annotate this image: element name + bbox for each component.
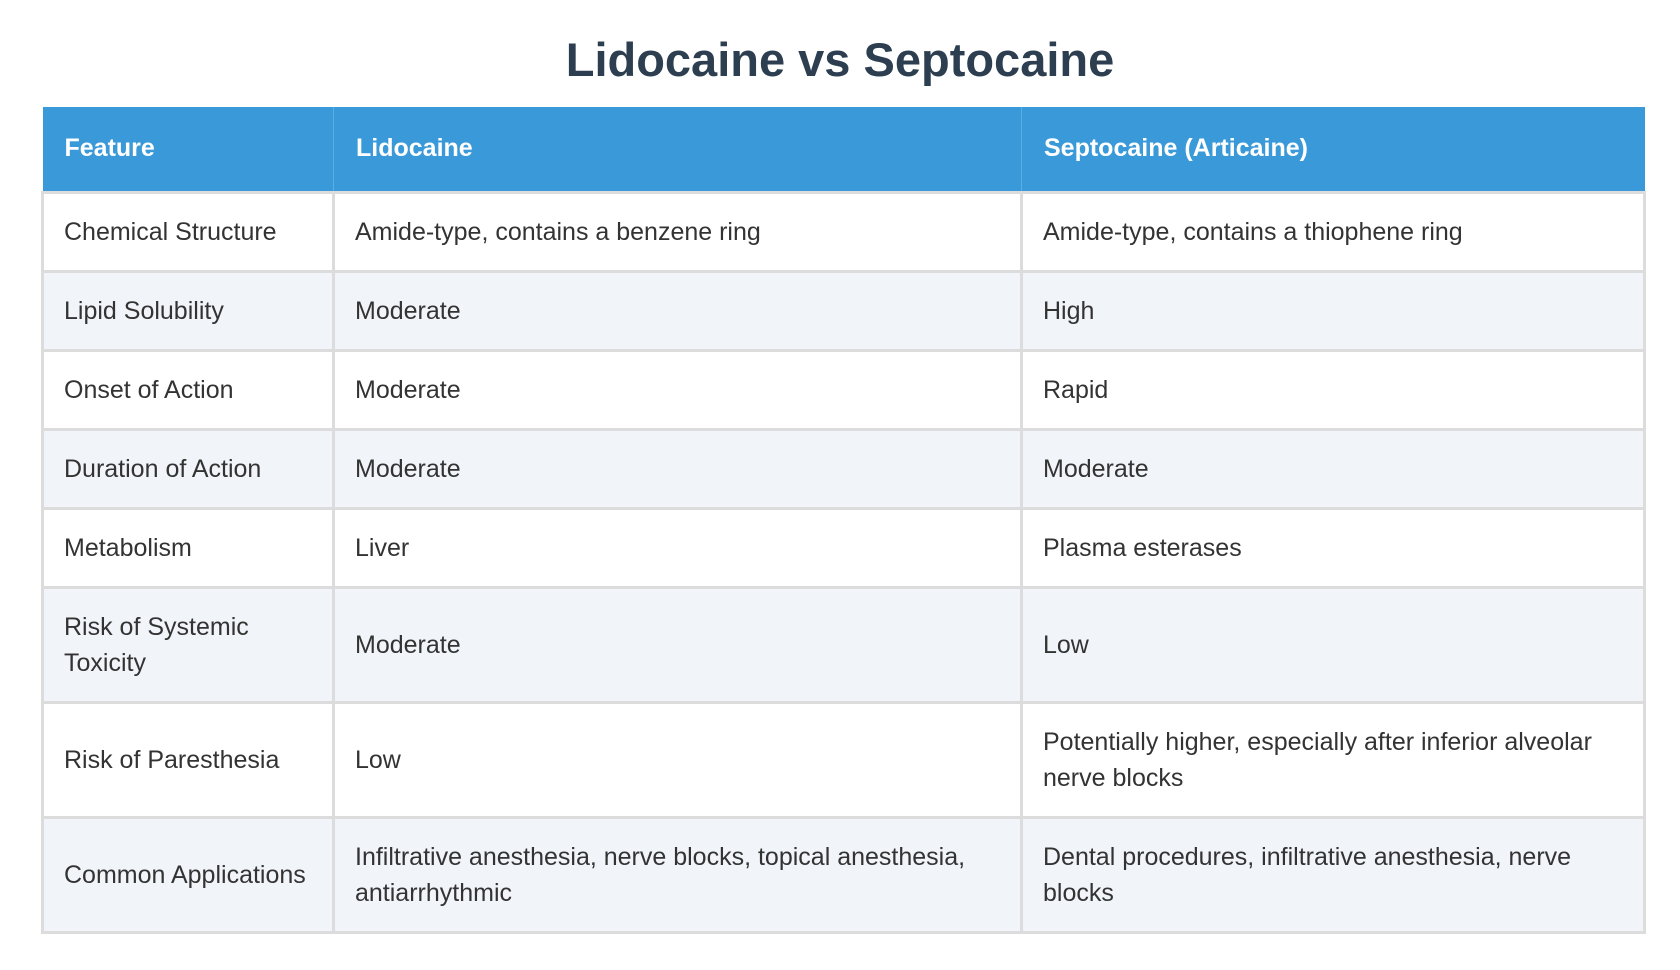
table-row: Metabolism Liver Plasma esterases xyxy=(41,506,1646,589)
septocaine-cell: Plasma esterases xyxy=(1020,506,1646,589)
table-header-row: Feature Lidocaine Septocaine (Articaine) xyxy=(42,107,1645,192)
septocaine-cell: High xyxy=(1020,269,1646,352)
feature-cell: Common Applications xyxy=(41,815,335,934)
lidocaine-cell: Infiltrative anesthesia, nerve blocks, t… xyxy=(332,815,1023,934)
comparison-table: Feature Lidocaine Septocaine (Articaine)… xyxy=(41,107,1646,934)
septocaine-cell: Moderate xyxy=(1020,427,1646,510)
feature-cell: Chemical Structure xyxy=(41,190,335,273)
feature-cell: Onset of Action xyxy=(41,348,335,431)
table-row: Onset of Action Moderate Rapid xyxy=(41,348,1646,431)
feature-cell: Risk of Paresthesia xyxy=(41,700,335,819)
lidocaine-cell: Low xyxy=(332,700,1023,819)
page-title: Lidocaine vs Septocaine xyxy=(565,33,1115,86)
feature-cell: Metabolism xyxy=(41,506,335,589)
lidocaine-cell: Moderate xyxy=(332,585,1023,704)
column-header-septocaine: Septocaine (Articaine) xyxy=(1021,107,1645,192)
lidocaine-cell: Moderate xyxy=(332,427,1023,510)
septocaine-cell: Dental procedures, infiltrative anesthes… xyxy=(1020,815,1646,934)
lidocaine-cell: Amide-type, contains a benzene ring xyxy=(332,190,1023,273)
septocaine-cell: Low xyxy=(1020,585,1646,704)
table-row: Risk of Systemic Toxicity Moderate Low xyxy=(41,585,1646,704)
feature-cell: Duration of Action xyxy=(41,427,335,510)
column-header-lidocaine: Lidocaine xyxy=(333,107,1022,192)
table-row: Chemical Structure Amide-type, contains … xyxy=(41,190,1646,273)
septocaine-cell: Amide-type, contains a thiophene ring xyxy=(1020,190,1646,273)
table-row: Common Applications Infiltrative anesthe… xyxy=(41,815,1646,934)
lidocaine-cell: Moderate xyxy=(332,348,1023,431)
feature-cell: Risk of Systemic Toxicity xyxy=(41,585,335,704)
feature-cell: Lipid Solubility xyxy=(41,269,335,352)
lidocaine-cell: Moderate xyxy=(332,269,1023,352)
septocaine-cell: Potentially higher, especially after inf… xyxy=(1020,700,1646,819)
table-row: Risk of Paresthesia Low Potentially high… xyxy=(41,700,1646,819)
septocaine-cell: Rapid xyxy=(1020,348,1646,431)
column-header-feature: Feature xyxy=(42,107,334,192)
lidocaine-cell: Liver xyxy=(332,506,1023,589)
table-row: Lipid Solubility Moderate High xyxy=(41,269,1646,352)
table-row: Duration of Action Moderate Moderate xyxy=(41,427,1646,510)
